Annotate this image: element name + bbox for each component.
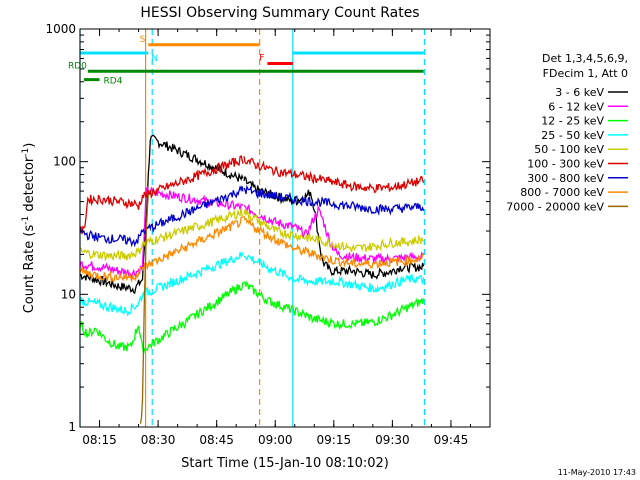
x-tick-label: 09:30 bbox=[375, 433, 410, 447]
y-label-part: detector bbox=[22, 156, 37, 216]
flag-label-n: N bbox=[151, 54, 158, 64]
y-tick-label: 1 bbox=[68, 420, 76, 434]
legend-label: 100 - 300 keV bbox=[527, 158, 604, 171]
flag-label-f: F bbox=[259, 53, 264, 63]
series-line bbox=[79, 215, 424, 284]
legend-label: 800 - 7000 keV bbox=[520, 186, 604, 199]
series-lines bbox=[79, 134, 425, 424]
legend-label: 6 - 12 keV bbox=[548, 100, 604, 113]
x-axis-label: Start Time (15-Jan-10 08:10:02) bbox=[181, 456, 389, 471]
x-tick-label: 09:45 bbox=[434, 433, 469, 447]
plot-frame bbox=[79, 28, 491, 428]
flag-label-rd0: RD0 bbox=[68, 61, 87, 71]
chart-title: HESSI Observing Summary Count Rates bbox=[140, 5, 419, 21]
series-line bbox=[79, 280, 425, 355]
series-line bbox=[79, 185, 425, 280]
y-tick-label: 1000 bbox=[45, 22, 76, 36]
flag-label-rd4: RD4 bbox=[104, 77, 123, 87]
legend-label: 3 - 6 keV bbox=[555, 86, 604, 99]
y-label-part: Count Rate (s bbox=[22, 225, 37, 314]
x-tick-label: 09:15 bbox=[317, 433, 352, 447]
legend-label: 300 - 800 keV bbox=[527, 172, 604, 185]
y-label-exponent: -1 bbox=[21, 148, 31, 157]
series-line bbox=[79, 155, 425, 235]
series-line bbox=[139, 193, 149, 424]
x-tick-label: 08:30 bbox=[141, 433, 176, 447]
x-tick-label: 08:15 bbox=[82, 433, 117, 447]
flag-bars: SN F RD0 RD4 bbox=[68, 35, 424, 87]
legend-header-1: Det 1,3,4,5,6,9, bbox=[542, 52, 628, 65]
series-line bbox=[79, 208, 425, 262]
legend: Det 1,3,4,5,6,9, FDecim 1, Att 0 3 - 6 k… bbox=[506, 52, 628, 213]
x-tick-label: 08:45 bbox=[199, 433, 234, 447]
legend-label: 25 - 50 keV bbox=[541, 129, 604, 142]
x-tick-label: 09:00 bbox=[258, 433, 293, 447]
vertical-marker-lines bbox=[79, 29, 425, 427]
flag-label-s: S bbox=[140, 35, 146, 45]
y-axis-label: Count Rate (s-1 detector-1) bbox=[21, 143, 37, 314]
legend-header-2: FDecim 1, Att 0 bbox=[543, 67, 628, 80]
axes: 08:15 08:30 08:45 09:00 09:15 09:30 09:45 1 10 10… bbox=[45, 22, 491, 447]
legend-label: 50 - 100 keV bbox=[534, 143, 604, 156]
timestamp: 11-May-2010 17:43 bbox=[558, 468, 636, 477]
y-tick-label: 100 bbox=[53, 155, 76, 169]
y-tick-label: 10 bbox=[61, 287, 76, 301]
legend-label: 7000 - 20000 keV bbox=[506, 200, 604, 213]
legend-label: 12 - 25 keV bbox=[541, 115, 604, 128]
series-line bbox=[79, 184, 425, 248]
series-line bbox=[79, 251, 425, 317]
y-label-exponent: -1 bbox=[21, 216, 31, 225]
y-label-part: ) bbox=[22, 143, 37, 148]
